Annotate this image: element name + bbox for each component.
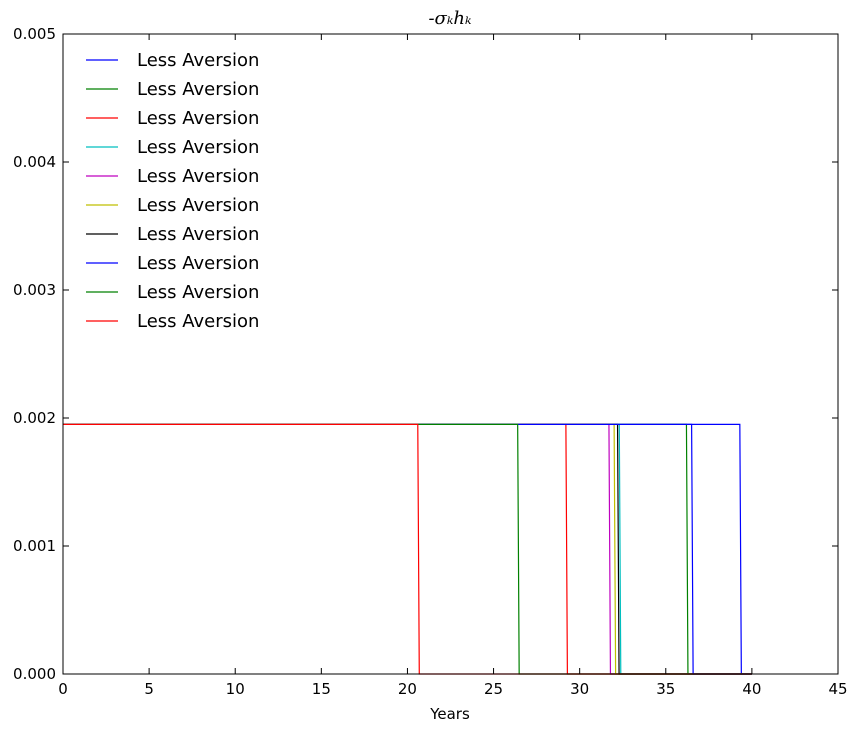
legend-label: Less Aversion bbox=[137, 253, 259, 274]
y-tick-label: 0.003 bbox=[13, 281, 56, 299]
x-tick-label: 5 bbox=[144, 680, 154, 698]
series-line-10 bbox=[63, 423, 752, 675]
legend-label: Less Aversion bbox=[137, 108, 259, 129]
tick-labels: 0 5 10 15 20 25 30 35 40 45 0.000 0.001 0.002 0.003 0.… bbox=[13, 25, 848, 698]
x-tick-label: 15 bbox=[312, 680, 331, 698]
legend-label: Less Aversion bbox=[137, 282, 259, 303]
series-line-3 bbox=[63, 423, 752, 675]
series-line-2 bbox=[63, 423, 752, 675]
plot-lines bbox=[63, 423, 752, 675]
legend-label: Less Aversion bbox=[137, 166, 259, 187]
x-tick-label: 10 bbox=[226, 680, 245, 698]
legend-label: Less Aversion bbox=[137, 224, 259, 245]
x-tick-label: 0 bbox=[58, 680, 68, 698]
x-tick-label: 25 bbox=[484, 680, 503, 698]
legend: Less Aversion Less Aversion Less Aversion L… bbox=[86, 50, 259, 332]
x-tick-label: 40 bbox=[742, 680, 761, 698]
y-tick-label: 0.002 bbox=[13, 409, 56, 427]
series-line-8 bbox=[63, 423, 752, 675]
series-line-9 bbox=[63, 423, 752, 675]
x-axis-label: Years bbox=[429, 705, 470, 723]
legend-label: Less Aversion bbox=[137, 311, 259, 332]
x-tick-label: 20 bbox=[398, 680, 417, 698]
series-line-1 bbox=[63, 423, 752, 675]
y-tick-label: 0.001 bbox=[13, 537, 56, 555]
legend-label: Less Aversion bbox=[137, 137, 259, 158]
series-line-7 bbox=[63, 423, 752, 675]
chart-title: -σₖhₖ bbox=[428, 8, 472, 29]
axis-ticks bbox=[62, 33, 839, 675]
y-tick-label: 0.005 bbox=[13, 25, 56, 43]
x-tick-label: 30 bbox=[570, 680, 589, 698]
legend-label: Less Aversion bbox=[137, 79, 259, 100]
plot-frame bbox=[62, 33, 839, 675]
series-line-6 bbox=[63, 423, 752, 675]
y-tick-label: 0.004 bbox=[13, 153, 56, 171]
y-tick-label: 0.000 bbox=[13, 665, 56, 683]
legend-label: Less Aversion bbox=[137, 50, 259, 71]
series-line-4 bbox=[63, 423, 752, 675]
x-tick-label: 45 bbox=[828, 680, 847, 698]
legend-label: Less Aversion bbox=[137, 195, 259, 216]
series-line-5 bbox=[63, 423, 752, 675]
x-tick-label: 35 bbox=[656, 680, 675, 698]
